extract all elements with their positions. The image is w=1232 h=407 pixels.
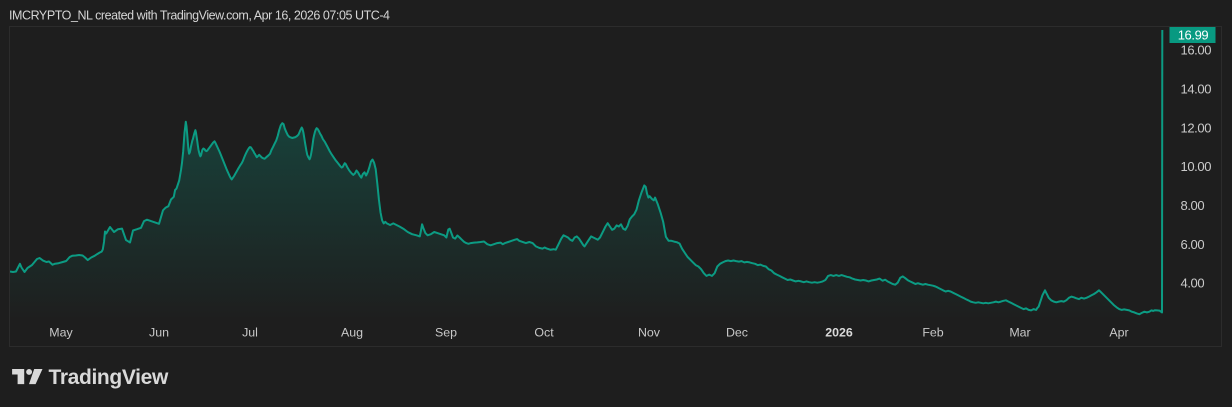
svg-text:Oct: Oct: [534, 326, 554, 340]
svg-text:12.00: 12.00: [1181, 120, 1212, 135]
svg-text:8.00: 8.00: [1181, 198, 1205, 213]
svg-text:Jul: Jul: [242, 326, 258, 340]
svg-text:16.99: 16.99: [1178, 28, 1209, 43]
svg-text:Dec: Dec: [726, 326, 748, 340]
svg-text:Mar: Mar: [1009, 326, 1030, 340]
svg-text:16.00: 16.00: [1181, 43, 1212, 58]
svg-text:4.00: 4.00: [1181, 276, 1205, 291]
svg-text:IMCRYPTO_NL created with Tradi: IMCRYPTO_NL created with TradingView.com…: [9, 9, 390, 23]
svg-text:6.00: 6.00: [1181, 237, 1205, 252]
svg-text:May: May: [49, 326, 73, 340]
svg-text:14.00: 14.00: [1181, 81, 1212, 96]
svg-text:Jun: Jun: [149, 326, 169, 340]
svg-text:Nov: Nov: [638, 326, 661, 340]
svg-text:2026: 2026: [825, 326, 853, 340]
svg-text:10.00: 10.00: [1181, 159, 1212, 174]
svg-text:TradingView: TradingView: [49, 366, 169, 389]
svg-text:Aug: Aug: [341, 326, 363, 340]
svg-text:Apr: Apr: [1109, 326, 1128, 340]
svg-text:Sep: Sep: [435, 326, 457, 340]
svg-text:Feb: Feb: [922, 326, 943, 340]
